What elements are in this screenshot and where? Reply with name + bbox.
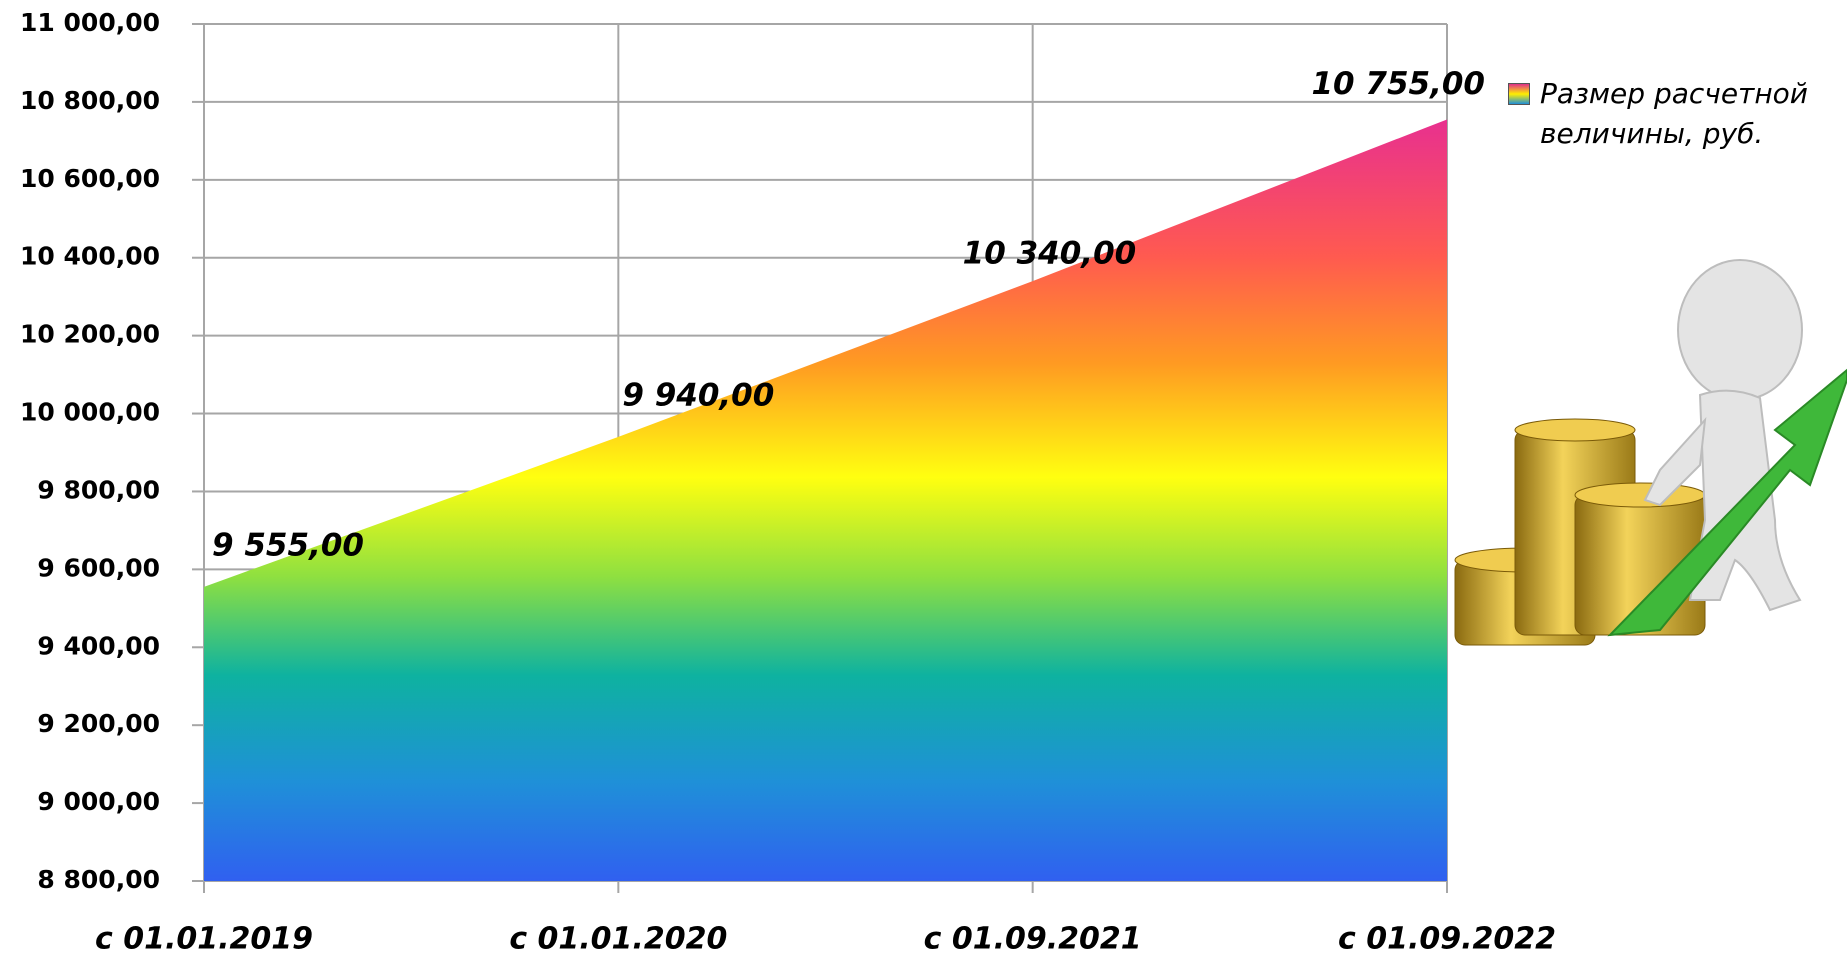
- data-label: 10 755,00: [1311, 66, 1485, 102]
- illustration: [1454, 259, 1847, 646]
- y-tick-label: 9 000,00: [37, 787, 160, 816]
- y-tick-label: 10 800,00: [20, 86, 160, 115]
- legend-swatch: [1508, 83, 1530, 105]
- marks: [204, 119, 1447, 881]
- x-tick-label: с 01.09.2021: [924, 922, 1142, 956]
- y-tick-label: 10 400,00: [20, 242, 160, 271]
- y-tick-label: 10 600,00: [20, 164, 160, 193]
- y-tick-label: 9 400,00: [37, 631, 160, 660]
- y-tick-label: 10 200,00: [20, 320, 160, 349]
- labels: 8 800,00 9 000,00 9 200,00 9 400,00 9 600,00…: [20, 8, 1556, 956]
- data-label: 10 340,00: [963, 236, 1137, 272]
- legend: Размер расчетной величины, руб.: [1508, 74, 1843, 154]
- data-label: 9 940,00: [622, 377, 774, 413]
- y-tick-label: 9 800,00: [37, 475, 160, 504]
- y-tick-label: 11 000,00: [20, 8, 160, 37]
- data-label: 9 555,00: [212, 527, 364, 563]
- y-tick-label: 10 000,00: [20, 398, 160, 427]
- x-tick-label: с 01.01.2020: [509, 922, 727, 956]
- x-tick-label: с 01.01.2019: [95, 922, 313, 956]
- area: [204, 119, 1447, 881]
- y-tick-label: 8 800,00: [37, 865, 160, 894]
- x-tick-label: с 01.09.2022: [1338, 922, 1556, 956]
- y-tick-label: 9 200,00: [37, 709, 160, 738]
- legend-label: Размер расчетной величины, руб.: [1540, 77, 1808, 150]
- y-tick-label: 9 600,00: [37, 553, 160, 582]
